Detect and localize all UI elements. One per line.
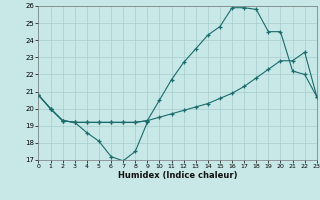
X-axis label: Humidex (Indice chaleur): Humidex (Indice chaleur) bbox=[118, 171, 237, 180]
